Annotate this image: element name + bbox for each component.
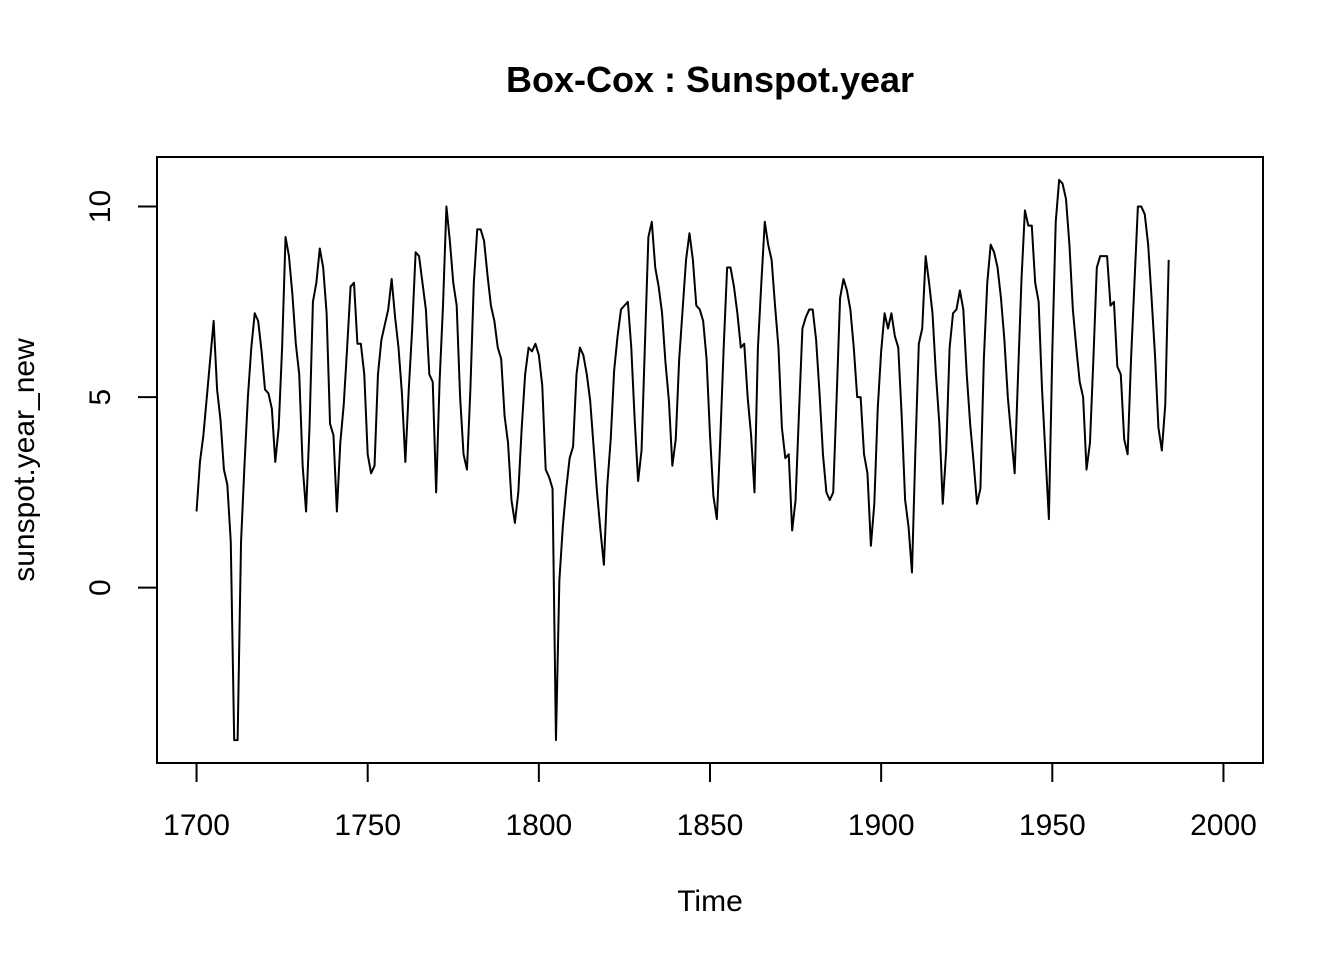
y-tick-label: 5	[84, 389, 117, 406]
y-tick-label: 0	[84, 579, 117, 596]
plot-frame	[156, 156, 1264, 764]
y-tick-label: 10	[84, 190, 117, 223]
series-line	[195, 178, 1170, 742]
chart-title: Box-Cox : Sunspot.year	[506, 59, 914, 100]
x-tick-label: 1900	[848, 809, 915, 842]
x-tick-label: 2000	[1190, 809, 1257, 842]
x-axis: 1700 1750 1800 1850 1900 1950 2000	[163, 762, 1257, 842]
x-tick-label: 1950	[1019, 809, 1086, 842]
y-axis-label: sunspot.year_new	[8, 338, 41, 582]
x-tick-label: 1800	[505, 809, 572, 842]
x-tick-label: 1750	[334, 809, 401, 842]
y-axis: 0 5 10	[84, 190, 158, 596]
x-axis-label: Time	[677, 885, 743, 918]
x-tick-label: 1700	[163, 809, 230, 842]
x-tick-label: 1850	[677, 809, 744, 842]
